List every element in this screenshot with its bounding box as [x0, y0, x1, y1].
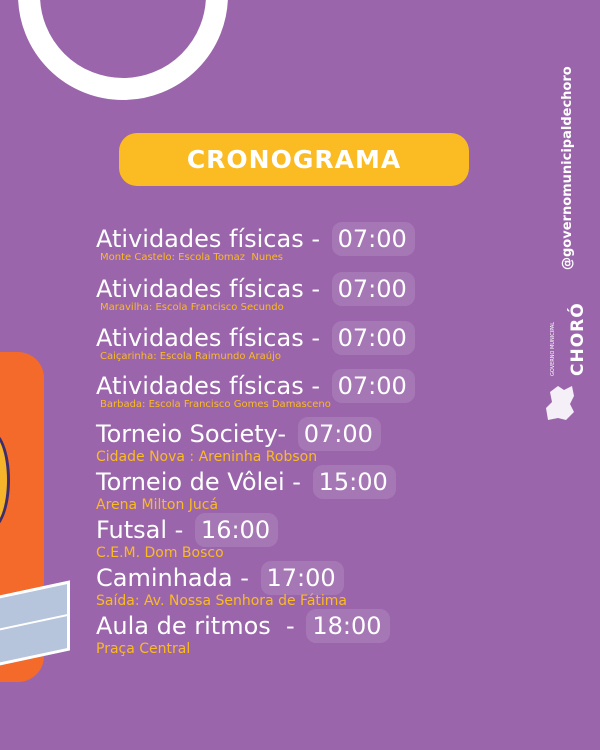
activity-location: Maravilha: Escola Francisco Secundo [100, 302, 284, 313]
page-title: CRONOGRAMA [186, 145, 402, 174]
activity-time: 16:00 [194, 513, 279, 547]
decorative-ring [18, 0, 228, 100]
sidebar-branding: @governomunicipaldechoro GOVERNO MUNICIP… [540, 60, 588, 470]
schedule-item: Caminhada - 17:00 Saída: Av. Nossa Senho… [96, 561, 476, 609]
activity-time: 15:00 [312, 465, 396, 499]
decorative-court [0, 580, 70, 670]
logo-title: CHORÓ [568, 302, 588, 376]
schedule-item: Torneio de Vôlei - 15:00 Arena Milton Ju… [96, 465, 476, 513]
activity-name: Aula de ritmos - [96, 612, 303, 640]
activity-time: 18:00 [306, 609, 390, 643]
activity-location: Monte Castelo: Escola Tomaz Nunes [100, 252, 283, 263]
activity-name: Atividades físicas - [96, 372, 328, 400]
schedule-item: Torneio Society- 07:00 Cidade Nova : Are… [96, 417, 476, 465]
activity-time: 07:00 [331, 369, 415, 403]
schedule-item: Futsal - 16:00 C.E.M. Dom Bosco [96, 513, 476, 561]
schedule-item: Atividades físicas - 07:00 Caiçarinha: E… [96, 321, 476, 369]
activity-location: Saída: Av. Nossa Senhora de Fátima [96, 593, 347, 609]
logo-subtitle: GOVERNO MUNICIPAL [550, 321, 556, 376]
activity-time: 07:00 [331, 321, 415, 355]
activity-name: Atividades físicas - [96, 275, 328, 303]
map-icon [546, 386, 574, 420]
schedule-item: Atividades físicas - 07:00 Barbada: Esco… [96, 369, 476, 417]
schedule-item: Atividades físicas - 07:00 Maravilha: Es… [96, 272, 476, 321]
activity-name: Futsal - [96, 516, 191, 544]
social-handle: @governomunicipaldechoro [540, 60, 580, 280]
activity-name: Atividades físicas - [96, 225, 328, 253]
activity-name: Caminhada - [96, 564, 257, 592]
activity-location: C.E.M. Dom Bosco [96, 545, 224, 561]
activity-location: Praça Central [96, 641, 191, 657]
schedule-item: Aula de ritmos - 18:00 Praça Central [96, 609, 476, 657]
activity-location: Caiçarinha: Escola Raimundo Araújo [100, 351, 281, 362]
schedule-item: Atividades físicas - 07:00 Monte Castelo… [96, 222, 476, 272]
activity-time: 17:00 [260, 561, 344, 595]
activity-name: Torneio de Vôlei - [96, 468, 309, 496]
activity-location: Cidade Nova : Areninha Robson [96, 449, 318, 465]
title-banner: CRONOGRAMA [119, 133, 469, 186]
activity-name: Torneio Society- [96, 420, 294, 448]
activity-time: 07:00 [331, 272, 415, 306]
court-line [0, 614, 67, 634]
activity-location: Arena Milton Jucá [96, 497, 219, 513]
activity-time: 07:00 [331, 222, 415, 256]
schedule-list: Atividades físicas - 07:00 Monte Castelo… [96, 222, 476, 657]
instagram-handle: @governomunicipaldechoro [560, 66, 575, 270]
activity-name: Atividades físicas - [96, 324, 328, 352]
activity-time: 07:00 [297, 417, 381, 451]
activity-location: Barbada: Escola Francisco Gomes Damascen… [100, 399, 331, 410]
municipal-logo: GOVERNO MUNICIPAL CHORÓ [540, 298, 588, 428]
